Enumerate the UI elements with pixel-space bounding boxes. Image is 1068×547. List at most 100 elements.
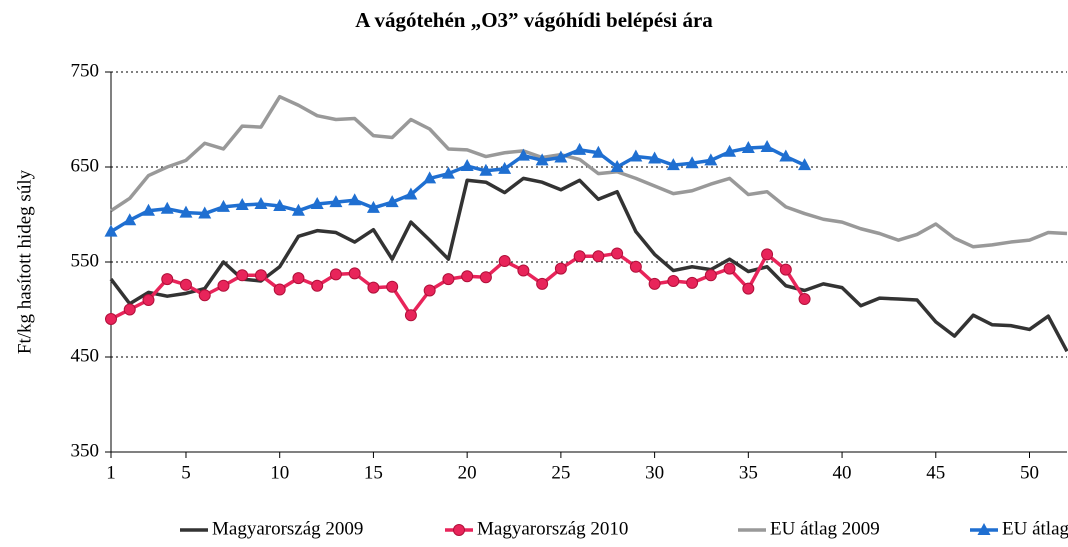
- y-tick-label: 650: [71, 155, 100, 176]
- point: [648, 277, 661, 290]
- point: [610, 160, 624, 172]
- point: [348, 193, 362, 206]
- y-tick-label: 750: [71, 60, 100, 81]
- point: [441, 166, 455, 179]
- point: [704, 269, 717, 282]
- legend-marker: [453, 524, 465, 536]
- point: [423, 171, 437, 184]
- x-tick-label: 10: [270, 462, 289, 483]
- point: [498, 255, 511, 268]
- point: [254, 197, 268, 210]
- point: [329, 268, 342, 281]
- point: [666, 158, 680, 171]
- point: [573, 142, 587, 155]
- x-tick-label: 50: [1020, 462, 1039, 483]
- legend-label: EU átlag 2009: [770, 518, 880, 539]
- point: [629, 149, 643, 162]
- point: [104, 224, 118, 237]
- x-tick-label: 15: [364, 462, 383, 483]
- point: [273, 283, 286, 296]
- point: [423, 284, 436, 297]
- point: [516, 148, 530, 161]
- point: [798, 158, 812, 171]
- point: [123, 213, 137, 226]
- legend-label: Magyarország 2010: [477, 518, 628, 539]
- x-tick-label: 5: [181, 462, 191, 483]
- point: [273, 198, 287, 211]
- point: [366, 200, 380, 213]
- point: [236, 269, 249, 282]
- point: [291, 203, 305, 216]
- x-tick-label: 20: [458, 462, 477, 483]
- point: [554, 262, 567, 275]
- x-tick-label: 1: [106, 462, 116, 483]
- series-line: [110, 94, 1068, 249]
- point: [591, 145, 605, 158]
- point: [105, 313, 117, 325]
- point: [161, 273, 174, 286]
- point: [611, 247, 624, 260]
- point: [760, 140, 774, 153]
- point: [160, 201, 174, 214]
- point: [460, 159, 474, 172]
- chart-title: A vágótehén „O3” vágóhídi belépési ára: [355, 8, 713, 32]
- legend-marker: [977, 523, 991, 535]
- x-tick-label: 40: [833, 462, 852, 483]
- point: [329, 195, 343, 208]
- point: [142, 294, 155, 306]
- legend-label: EU átlag 2010: [1002, 518, 1068, 539]
- point: [648, 151, 662, 164]
- x-tick-label: 30: [645, 462, 664, 483]
- point: [741, 141, 755, 153]
- point: [779, 263, 792, 276]
- x-tick-label: 45: [926, 462, 945, 483]
- point: [179, 205, 193, 218]
- point: [554, 150, 568, 163]
- y-axis-label: Ft/kg hasított hideg súly: [14, 169, 35, 354]
- point: [216, 199, 230, 212]
- point: [348, 267, 361, 280]
- point: [517, 264, 530, 277]
- series-line: [110, 251, 807, 321]
- point: [404, 309, 417, 322]
- point: [367, 281, 380, 294]
- point: [254, 269, 267, 282]
- point: [685, 156, 699, 169]
- point: [385, 195, 399, 208]
- legend-label: Magyarország 2009: [212, 518, 363, 539]
- y-tick-label: 450: [71, 345, 100, 366]
- point: [123, 303, 136, 316]
- point: [479, 271, 492, 284]
- point: [310, 197, 324, 210]
- point: [141, 203, 155, 216]
- point: [498, 161, 512, 174]
- point: [479, 163, 493, 176]
- point: [723, 262, 736, 275]
- series-line: [109, 176, 1068, 353]
- point: [686, 276, 699, 289]
- x-tick-label: 35: [739, 462, 758, 483]
- point: [573, 250, 586, 263]
- point: [311, 279, 324, 292]
- point: [535, 153, 549, 166]
- point: [179, 278, 192, 291]
- point: [442, 273, 455, 286]
- point: [723, 144, 737, 157]
- point: [404, 187, 418, 200]
- x-tick-label: 25: [551, 462, 570, 483]
- point: [798, 293, 811, 306]
- point: [198, 206, 212, 219]
- point: [704, 153, 718, 166]
- point: [217, 279, 230, 292]
- point: [742, 282, 755, 295]
- point: [779, 149, 793, 162]
- point: [592, 250, 605, 263]
- point: [667, 275, 680, 287]
- point: [629, 260, 642, 273]
- y-tick-label: 550: [71, 250, 100, 271]
- point: [761, 248, 774, 261]
- point: [536, 277, 549, 290]
- point: [235, 198, 249, 210]
- point: [292, 272, 305, 285]
